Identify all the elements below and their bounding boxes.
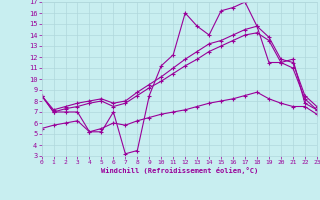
X-axis label: Windchill (Refroidissement éolien,°C): Windchill (Refroidissement éolien,°C) xyxy=(100,167,258,174)
